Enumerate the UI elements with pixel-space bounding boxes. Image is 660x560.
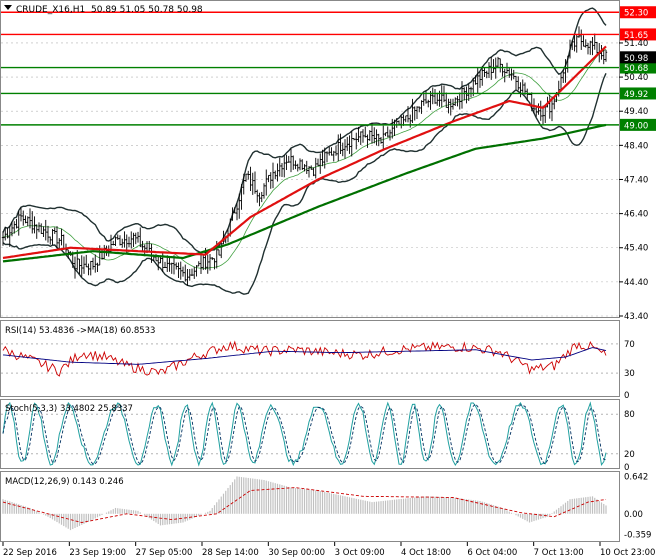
x-axis-group: 22 Sep 2016 23 Sep 19:00 27 Sep 05:00 28 Se… (2, 542, 655, 558)
macd-tick-label: 0.00 (624, 510, 643, 520)
y-tick-label: 47.40 (624, 175, 648, 185)
x-tick-label: 6 Oct 04:00 (467, 548, 517, 558)
rsi-series-group (1, 340, 619, 377)
y-tick-label: 50.40 (624, 73, 648, 83)
stoch-tick-label: 0 (624, 463, 629, 473)
symbol-label: CRUDE_X16,H1 (16, 5, 85, 15)
rsi-pane[interactable] (0, 320, 620, 397)
price-tag (620, 87, 656, 100)
y-tick-label: 43.40 (624, 312, 648, 322)
x-tick-label: 30 Sep 00:00 (268, 548, 325, 558)
y-tick-label: 44.40 (624, 278, 648, 288)
rsi-tick-label: 70 (624, 340, 635, 350)
price-tag-label: 50.68 (624, 64, 648, 74)
bollinger-upper (2, 7, 607, 254)
x-tick-label: 23 Sep 19:00 (69, 548, 126, 558)
rsi-line (2, 340, 607, 377)
rsi-ma-line (2, 347, 607, 365)
stoch-tick-label: 20 (624, 450, 635, 460)
price-tag (620, 51, 656, 64)
x-tick-label: 4 Oct 18:00 (401, 548, 451, 558)
x-tick-label: 22 Sep 2016 (3, 548, 57, 558)
stoch-tick-label: 80 (624, 410, 635, 420)
price-tag-label: 49.00 (624, 121, 648, 131)
price-tag-label: 50.98 (624, 54, 648, 64)
x-tick-label: 10 Oct 23:00 (600, 548, 655, 558)
price-tag (620, 61, 656, 74)
y-tick-label: 46.40 (624, 210, 648, 220)
level-lines-group: 52.30 51.65 50.68 49.92 49.00 50.98 (1, 6, 656, 131)
y-tick-label: 45.40 (624, 244, 648, 254)
y-tick-label: 51.40 (624, 39, 648, 49)
y-tick-label: 49.40 (624, 107, 648, 117)
macd-pane[interactable] (0, 471, 620, 542)
stoch-main-line (2, 401, 607, 467)
price-series-group (1, 7, 619, 317)
y-tick-label: 48.40 (624, 141, 648, 151)
moving-average-slow (2, 123, 607, 263)
x-tick-label: 27 Sep 05:00 (136, 548, 193, 558)
moving-average-fast (2, 45, 607, 260)
macd-tick-label: 0.642 (624, 472, 648, 482)
ohlc-label: 50.89 51.05 50.78 50.98 (91, 5, 203, 15)
price-tag-label: 51.65 (624, 31, 648, 41)
price-tag (620, 28, 656, 41)
price-tag-label: 52.30 (624, 9, 648, 19)
rsi-label: RSI(14) 53.4836 ->MA(18) 60.8533 (5, 326, 155, 336)
collapse-icon[interactable] (4, 5, 12, 10)
stoch-signal-line (2, 403, 607, 465)
rsi-tick-label: 30 (624, 369, 635, 379)
price-tag (620, 118, 656, 131)
price-tag-label: 49.92 (624, 90, 648, 100)
macd-tick-label: -0.359 (624, 531, 651, 541)
macd-series-group (2, 476, 607, 531)
bollinger-lower (2, 73, 607, 295)
stoch-series-group (1, 401, 619, 467)
x-tick-label: 28 Sep 14:00 (202, 548, 259, 558)
macd-signal-line (2, 487, 607, 523)
rsi-tick-label: 0 (624, 391, 629, 401)
macd-label: MACD(12,26,9) 0.143 0.246 (5, 477, 124, 487)
x-tick-label: 7 Oct 13:00 (534, 548, 584, 558)
x-tick-label: 3 Oct 09:00 (335, 548, 385, 558)
stoch-label: Stoch(5,3,3) 33.4802 25.8337 (5, 404, 133, 414)
price-tag (620, 6, 656, 19)
y-axis-group: 51.40 50.40 49.40 48.40 47.40 46.40 45.40 44.40… (619, 39, 651, 541)
main-pane[interactable] (0, 0, 620, 318)
